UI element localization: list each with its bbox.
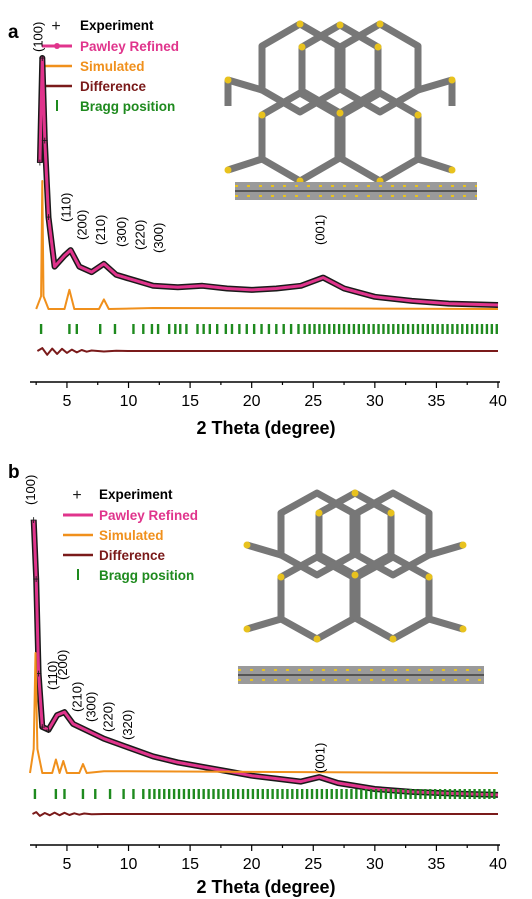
x-axis-title-a: 2 Theta (degree) [196, 418, 335, 438]
x-tick-label: 5 [62, 856, 71, 873]
experiment-point: + [33, 572, 40, 586]
peak-label: (320) [120, 710, 135, 740]
peak-label: (200) [75, 210, 90, 240]
experiment-point: + [45, 210, 52, 224]
legend-bragg: Bragg position [80, 99, 175, 114]
x-tick-label: 25 [304, 393, 322, 410]
x-tick-label: 20 [243, 393, 261, 410]
peak-label: (110) [59, 193, 74, 222]
panel-label-b: b [8, 462, 20, 483]
x-tick-label: 10 [120, 393, 138, 410]
framework-illustration-b [243, 489, 467, 643]
series-difference [36, 347, 498, 356]
peak-label: (220) [101, 702, 116, 732]
x-tick-label: 35 [428, 856, 446, 873]
plot-area-a: 5 10 15 20 25 30 35 40++++(100)(110)(200) (210)(… [30, 22, 507, 410]
x-tick-label: 30 [366, 393, 384, 410]
peak-label: (001) [312, 215, 327, 245]
panel-b: b + Experiment Pawley Refined Simulated … [8, 462, 507, 873]
panel-label-a: a [8, 22, 19, 43]
panel-a: a + Experiment Pawley Refined Simulated … [8, 18, 507, 410]
experiment-point: + [39, 720, 46, 734]
peak-label: (300) [151, 223, 166, 253]
peak-label: (110) [45, 661, 60, 690]
legend-experiment: Experiment [80, 18, 154, 33]
plot-area-b: 5 10 15 20 25 30 35 40++++ +(100)(110)(200)(210)… [23, 475, 507, 873]
peak-label: (001) [312, 743, 327, 773]
legend-bragg-b: Bragg position [99, 568, 194, 583]
legend-simulated: Simulated [80, 59, 145, 74]
x-tick-label: 20 [243, 856, 261, 873]
peak-label: (210) [70, 682, 85, 712]
legend-difference: Difference [80, 79, 147, 94]
x-tick-label: 10 [120, 856, 138, 873]
peak-label: (210) [93, 215, 108, 245]
experiment-point: + [30, 513, 37, 527]
legend-difference-b: Difference [99, 548, 166, 563]
experiment-point: + [36, 155, 43, 169]
legend-pawley: Pawley Refined [80, 39, 179, 54]
legend-experiment-b: Experiment [99, 487, 173, 502]
x-tick-label: 35 [428, 393, 446, 410]
stacking-illustration-b [238, 666, 484, 684]
experiment-point: + [45, 723, 52, 737]
legend-marker-pawley [54, 43, 60, 49]
series-pawley [38, 56, 499, 307]
peak-label: (300) [114, 217, 129, 247]
x-tick-label: 15 [181, 393, 199, 410]
x-tick-label: 15 [181, 856, 199, 873]
x-tick-label: 25 [304, 856, 322, 873]
x-axis-title-b: 2 Theta (degree) [196, 877, 335, 897]
legend-marker-experiment: + [51, 18, 60, 35]
series-pawley [32, 519, 499, 797]
peak-label: (200) [55, 650, 70, 680]
x-tick-label: 40 [489, 393, 507, 410]
x-tick-label: 5 [62, 393, 71, 410]
series-simulated [35, 180, 499, 310]
legend-marker-experiment-b: + [72, 487, 81, 504]
experiment-point: + [35, 667, 42, 681]
experiment-point: + [39, 51, 46, 65]
stacking-illustration-a [235, 182, 477, 200]
legend-simulated-b: Simulated [99, 528, 164, 543]
experiment-point: + [41, 133, 48, 147]
legend-b: + Experiment Pawley Refined Simulated Di… [63, 487, 198, 583]
series-simulated [29, 652, 499, 774]
x-tick-label: 30 [366, 856, 384, 873]
legend-a: + Experiment Pawley Refined Simulated Di… [42, 18, 179, 114]
legend-pawley-b: Pawley Refined [99, 508, 198, 523]
series-difference [32, 811, 498, 817]
peak-label: (220) [133, 220, 148, 250]
framework-illustration-a [224, 20, 456, 185]
x-tick-label: 40 [489, 856, 507, 873]
peak-label: (100) [30, 22, 45, 52]
peak-label: (300) [83, 692, 98, 722]
peak-label: (100) [23, 475, 38, 505]
